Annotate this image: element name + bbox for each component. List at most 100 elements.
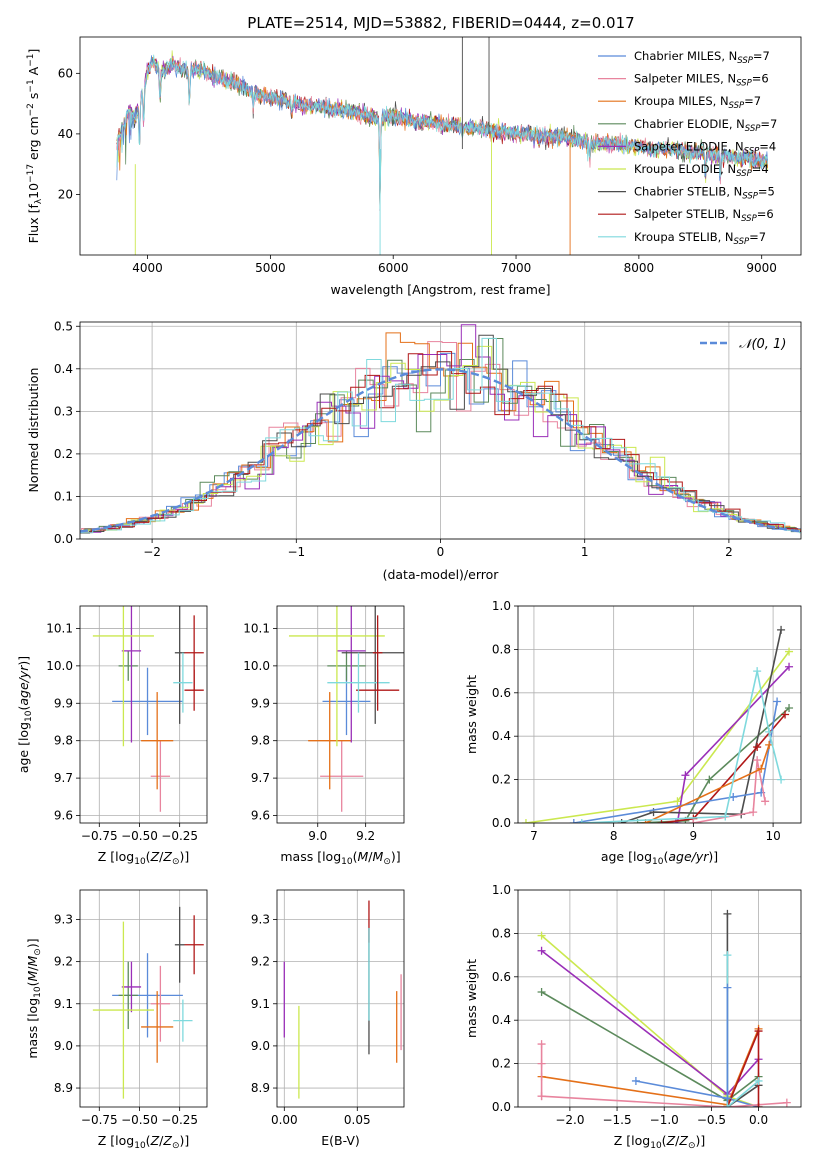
y-tick-label: 10.0: [243, 659, 270, 673]
axes-frame: [79, 321, 802, 540]
weight-vs-age-panel: 7 8 9 10 0.0 0.2 0.4 0.6 0.8 1.0 age [log10(age/yr…: [464, 599, 802, 867]
y-tick-label: 0.5: [54, 319, 73, 333]
weight-line-salpeter-elodie: [541, 950, 760, 1096]
weight-marker-kroupa-elodie: [537, 931, 546, 940]
weight-marker-chabrier-miles: [723, 983, 732, 992]
weight-line-kroupa-stelib: [726, 955, 760, 1107]
y-tick-label: 0.6: [492, 686, 511, 700]
x-tick-label: 1: [581, 545, 589, 559]
error-bars: [92, 906, 204, 1099]
x-tick-label: 0.00: [271, 1113, 298, 1127]
x-tick-label: −2: [143, 545, 161, 559]
axes-frame: [517, 605, 802, 824]
weight-marker-salpeter-miles: [537, 1040, 546, 1049]
x-tick-label: 2: [725, 545, 733, 559]
axes-frame: [79, 36, 802, 256]
y-tick-label: 9.7: [251, 771, 270, 785]
weight-marker-salpeter-stelib: [754, 1103, 763, 1107]
weight-marker-chabrier-miles: [631, 1076, 640, 1085]
weight-line-salpeter-stelib: [661, 713, 786, 823]
y-tick-label: 8.9: [251, 1081, 270, 1095]
x-tick-label: −1.5: [602, 1113, 631, 1127]
weight-marker-kroupa-stelib: [765, 727, 774, 736]
weight-marker-chabrier-miles: [773, 697, 782, 706]
spectrum-legend: Chabrier MILES, NSSP=7 Salpeter MILES, NS…: [598, 49, 777, 247]
weight-marker-kroupa-stelib: [723, 951, 732, 960]
y-tick-label: 0.0: [54, 532, 73, 546]
x-tick-label: 8000: [624, 261, 655, 275]
x-tick-label: 0.0: [749, 1113, 768, 1127]
weight-marker-salpeter-stelib: [781, 710, 790, 719]
y-tick-label: 9.9: [251, 696, 270, 710]
weight-vs-metallicity-panel: −2.0 −1.5 −1.0 −0.5 0.0 0.0 0.2 0.4 0.6 0.8 1.0 Z […: [464, 883, 802, 1151]
y-tick-label: 0.4: [54, 362, 73, 376]
histogram-salpeter-stelib: [80, 351, 801, 534]
weight-marker-chabrier-elodie: [705, 775, 714, 784]
x-tick-label: 6000: [378, 261, 409, 275]
weight-marker-salpeter-stelib: [754, 1027, 763, 1036]
y-tick-label: 0.8: [492, 642, 511, 656]
weight-marker-salpeter-miles: [761, 797, 770, 806]
axes-frame: [517, 889, 802, 1108]
weight-marker-salpeter-stelib: [657, 819, 666, 823]
x-tick-label: −2.0: [555, 1113, 584, 1127]
y-tick-label: 0.6: [492, 970, 511, 984]
x-axis-label: wavelength [Angstrom, rest frame]: [330, 282, 550, 297]
x-tick-label: 9.0: [308, 829, 327, 843]
plot-area: [92, 606, 204, 812]
x-tick-label: 7: [530, 829, 538, 843]
y-axis-label: age [log10(age/yr)]: [16, 656, 34, 773]
histograms: [80, 324, 801, 534]
weight-marker-kroupa-elodie: [673, 797, 682, 806]
weight-marker-chabrier-elodie: [537, 987, 546, 996]
y-tick-label: 0.0: [492, 1100, 511, 1114]
y-tick-label: 1.0: [492, 883, 511, 897]
weight-line-kroupa-elodie: [525, 651, 790, 823]
y-tick-label: 10.1: [46, 621, 73, 635]
weight-marker-kroupa-stelib: [777, 775, 786, 784]
error-bars: [92, 606, 204, 812]
y-tick-label: 40: [58, 127, 73, 141]
y-tick-label: 9.1: [251, 997, 270, 1011]
weight-line-salpeter-miles: [693, 759, 766, 823]
x-tick-label: −0.25: [161, 829, 198, 843]
y-tick-label: 9.0: [251, 1039, 270, 1053]
weight-marker-salpeter-miles: [537, 1092, 546, 1101]
y-tick-label: 1.0: [492, 599, 511, 613]
y-tick-label: 10.1: [243, 621, 270, 635]
weight-marker-chabrier-stelib: [777, 625, 786, 634]
x-tick-label: 0: [437, 545, 445, 559]
y-tick-label: 0.4: [492, 1013, 511, 1027]
y-axis-label: Normed distribution: [26, 368, 41, 493]
weight-marker-chabrier-miles: [723, 1094, 732, 1103]
spectrum-kroupa-stelib: [116, 54, 768, 210]
axes-frame: [276, 605, 405, 824]
weight-marker-salpeter-stelib: [753, 743, 762, 752]
y-tick-label: 20: [58, 187, 73, 201]
legend-label-chabrier-miles: Chabrier MILES, NSSP=7: [634, 49, 770, 66]
x-tick-label: −1.0: [650, 1113, 679, 1127]
y-tick-label: 0.1: [54, 489, 73, 503]
x-axis-label: mass [log10(M/M⊙)]: [280, 849, 400, 867]
weight-marker-salpeter-elodie: [681, 771, 690, 780]
error-bars: [283, 900, 402, 1099]
y-axis-label: mass [log10(M/M⊙)]: [25, 938, 43, 1058]
legend-label-kroupa-stelib: Kroupa STELIB, NSSP=7: [634, 230, 766, 247]
age-vs-mass-panel: 9.0 9.2 9.6 9.7 9.8 9.9 10.0 10.1 mass [log10(M/…: [243, 605, 405, 867]
y-tick-label: 9.7: [54, 771, 73, 785]
plot-area: [521, 625, 794, 823]
y-tick-label: 0.2: [492, 773, 511, 787]
histogram-chabrier-stelib: [80, 334, 801, 534]
x-tick-label: 9.2: [356, 829, 375, 843]
x-tick-label: 5000: [255, 261, 286, 275]
plot-area: [80, 324, 801, 534]
weight-marker-chabrier-miles: [569, 819, 578, 823]
weight-marker-salpeter-elodie: [537, 946, 546, 955]
weight-marker-kroupa-elodie: [785, 647, 794, 656]
weight-marker-chabrier-miles: [729, 792, 738, 801]
y-tick-label: 0.2: [492, 1057, 511, 1071]
y-tick-label: 9.8: [54, 734, 73, 748]
spectrum-lines: [116, 37, 768, 255]
age-vs-metallicity-panel: −0.75 −0.50 −0.25 9.6 9.7 9.8 9.9 10.0 10.1 Z [lo…: [16, 605, 208, 867]
